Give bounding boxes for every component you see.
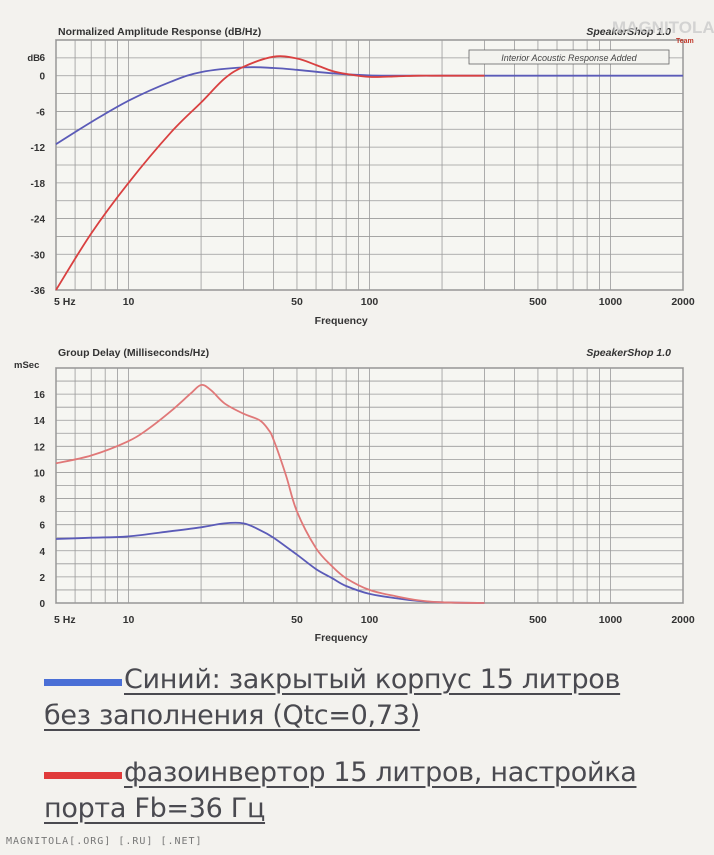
y-tick-label: 6 — [39, 521, 45, 532]
legend-text-red-line2: порта Fb=36 Гц — [44, 793, 266, 824]
y-tick-label: 10 — [34, 468, 46, 479]
legend-text-blue-line1: Синий: закрытый корпус 15 литров — [124, 664, 621, 695]
x-axis-label: Frequency — [315, 315, 368, 327]
y-tick-label: -24 — [31, 215, 46, 226]
y-tick-label: 8 — [39, 495, 45, 506]
series-line-blue — [55, 66, 683, 145]
y-tick-label: 0 — [39, 72, 45, 83]
y-tick-label: 4 — [39, 547, 45, 558]
x-tick-label: 500 — [529, 296, 547, 308]
y-tick-label: -12 — [31, 143, 46, 154]
grid-horizontal — [56, 39, 683, 291]
footer-site: MAGNITOLA[.ORG] [.RU] [.NET] — [6, 836, 203, 847]
legend-item-red: фазоинвертор 15 литров, настройка порта … — [44, 755, 704, 827]
chart-software-label: SpeakerShop 1.0 — [586, 347, 671, 359]
x-tick-label: 5 Hz — [54, 296, 76, 308]
y-axis-label: mSec — [14, 360, 39, 371]
x-tick-label: 50 — [291, 296, 303, 308]
chart-title: Normalized Amplitude Response (dB/Hz) — [58, 26, 261, 38]
watermark-logo: MAGNITOLA — [612, 18, 714, 37]
x-tick-label: 5 Hz — [54, 614, 76, 626]
series-line-blue — [55, 521, 485, 604]
y-tick-label: -6 — [36, 107, 45, 118]
x-tick-label: 1000 — [599, 296, 623, 308]
y-tick-label: 16 — [34, 390, 46, 401]
legend-swatch-red — [44, 772, 122, 779]
x-tick-label: 100 — [361, 296, 379, 308]
x-tick-label: 10 — [123, 296, 135, 308]
x-tick-label: 2000 — [671, 614, 695, 626]
chart-software-label: SpeakerShop 1.0 — [586, 26, 671, 38]
legend-item-blue: Синий: закрытый корпус 15 литров без зап… — [44, 662, 704, 734]
x-axis-label: Frequency — [315, 632, 368, 644]
charts-canvas: Normalized Amplitude Response (dB/Hz) Spe… — [14, 26, 695, 644]
x-tick-label: 10 — [123, 614, 135, 626]
legend-swatch-blue — [44, 679, 122, 686]
y-tick-label: -36 — [31, 286, 46, 297]
x-tick-label: 50 — [291, 614, 303, 626]
note-box — [468, 49, 670, 65]
series-line-red — [55, 55, 485, 291]
y-tick-label: 12 — [34, 442, 46, 453]
chart-title: Group Delay (Milliseconds/Hz) — [58, 347, 209, 359]
y-tick-label: 0 — [39, 599, 45, 610]
y-tick-label: -30 — [31, 250, 46, 261]
y-tick-label: 14 — [34, 416, 46, 427]
y-tick-label: 6 — [39, 53, 45, 64]
legend-text-blue-line2: без заполнения (Qtc=0,73) — [44, 700, 420, 731]
series-line-red — [55, 383, 485, 604]
x-tick-label: 100 — [361, 614, 379, 626]
x-tick-label: 2000 — [671, 296, 695, 308]
y-tick-label: -18 — [31, 179, 46, 190]
legend-text-red-line1: фазоинвертор 15 литров, настройка — [124, 757, 637, 788]
chart-2: Group Delay (Milliseconds/Hz) SpeakerShop… — [14, 347, 695, 644]
x-tick-label: 500 — [529, 614, 547, 626]
watermark-team: Team — [676, 38, 694, 45]
y-axis-label: dB — [27, 53, 40, 64]
y-tick-label: 2 — [39, 573, 45, 584]
x-tick-label: 1000 — [599, 614, 623, 626]
grid-horizontal — [56, 367, 683, 604]
chart-note: Interior Acoustic Response Added — [501, 53, 637, 63]
chart-1: Normalized Amplitude Response (dB/Hz) Spe… — [27, 26, 695, 327]
